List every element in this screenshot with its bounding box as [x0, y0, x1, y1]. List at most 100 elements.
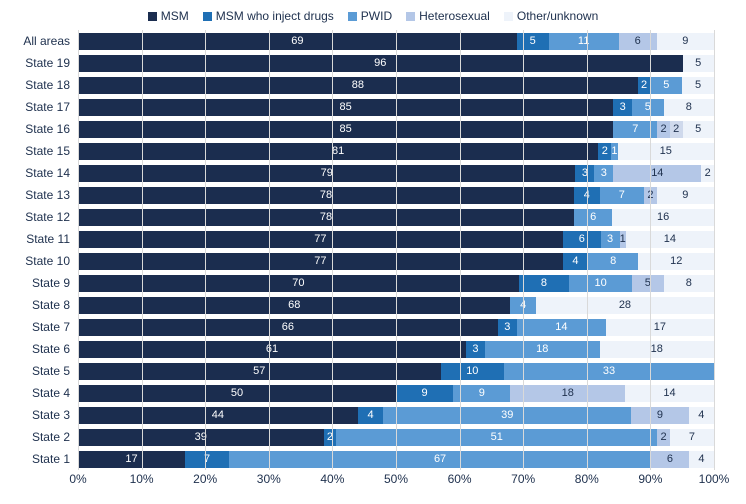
legend-item: PWID [348, 9, 392, 23]
legend-label: MSM who inject drugs [216, 9, 334, 23]
row-label: All areas [23, 33, 78, 50]
grid-line [269, 30, 270, 470]
bar-segment: 79 [78, 165, 575, 182]
bar-segment: 7 [600, 187, 645, 204]
legend-swatch [348, 12, 357, 21]
x-tick-label: 60% [448, 472, 472, 486]
x-tick-label: 80% [575, 472, 599, 486]
bar-segment: 6 [651, 451, 689, 468]
legend-label: Other/unknown [517, 9, 598, 23]
bar-segment: 14 [613, 165, 701, 182]
grid-line [587, 30, 588, 470]
bar-segment: 8 [664, 275, 714, 292]
bar-segment: 5 [683, 55, 714, 72]
bar-segment: 2 [638, 77, 651, 94]
row-label: State 8 [32, 297, 78, 314]
bar-segment: 78 [78, 209, 574, 226]
row-label: State 3 [32, 407, 78, 424]
bar-segment: 14 [625, 385, 714, 402]
x-axis: 0%10%20%30%40%50%60%70%80%90%100% [78, 472, 714, 492]
row-label: State 16 [25, 121, 78, 138]
legend-swatch [148, 12, 157, 21]
bar-segment: 18 [485, 341, 599, 358]
legend-swatch [406, 12, 415, 21]
bar-segment: 3 [498, 319, 517, 336]
bar-segment: 10 [441, 363, 505, 380]
bar-segment: 5 [650, 77, 682, 94]
bar-segment: 18 [510, 385, 624, 402]
bar-segment: 2 [701, 165, 714, 182]
x-tick-label: 0% [69, 472, 86, 486]
bar-segment: 4 [689, 407, 714, 424]
bar-segment: 10 [569, 275, 632, 292]
bar-segment: 7 [670, 429, 714, 446]
bar-segment: 9 [631, 407, 688, 424]
bar-segment: 28 [536, 297, 714, 314]
bar-segment: 5 [632, 275, 663, 292]
row-label: State 5 [32, 363, 78, 380]
x-tick-label: 100% [699, 472, 730, 486]
bar-segment: 6 [574, 209, 612, 226]
legend-label: MSM [161, 9, 189, 23]
grid-line [332, 30, 333, 470]
row-label: State 4 [32, 385, 78, 402]
bar-segment: 16 [612, 209, 714, 226]
grid-line [142, 30, 143, 470]
legend-item: MSM who inject drugs [203, 9, 334, 23]
row-label: State 17 [25, 99, 78, 116]
bar-segment: 9 [657, 187, 714, 204]
bar-segment: 17 [78, 451, 185, 468]
x-tick-label: 20% [193, 472, 217, 486]
legend-item: MSM [148, 9, 189, 23]
grid-line [523, 30, 524, 470]
bar-segment: 57 [78, 363, 441, 380]
bar-segment: 3 [594, 165, 613, 182]
row-label: State 14 [25, 165, 78, 182]
row-label: State 19 [25, 55, 78, 72]
legend-swatch [504, 12, 513, 21]
bar-segment: 39 [78, 429, 324, 446]
grid-line [396, 30, 397, 470]
row-label: State 12 [25, 209, 78, 226]
row-label: State 1 [32, 451, 78, 468]
bar-segment: 33 [504, 363, 714, 380]
bar-segment: 5 [682, 77, 714, 94]
row-label: State 6 [32, 341, 78, 358]
bar-segment: 3 [613, 99, 632, 116]
bar-segment: 5 [517, 33, 549, 50]
bar-segment: 8 [519, 275, 569, 292]
row-label: State 9 [32, 275, 78, 292]
x-tick-label: 30% [257, 472, 281, 486]
bar-segment: 51 [336, 429, 657, 446]
grid-line [650, 30, 651, 470]
grid-line [205, 30, 206, 470]
bar-segment: 68 [78, 297, 510, 314]
bar-segment: 5 [632, 99, 663, 116]
bar-segment: 11 [549, 33, 619, 50]
row-label: State 15 [25, 143, 78, 160]
bar-segment: 14 [517, 319, 606, 336]
bar-segment: 77 [78, 253, 563, 270]
bar-segment: 85 [78, 121, 613, 138]
bar-segment: 17 [606, 319, 714, 336]
bar-segment: 77 [78, 231, 563, 248]
x-tick-label: 50% [384, 472, 408, 486]
bar-segment: 2 [670, 121, 683, 138]
row-label: State 11 [26, 231, 78, 248]
x-tick-label: 10% [130, 472, 154, 486]
bar-segment: 85 [78, 99, 613, 116]
bar-segment: 5 [683, 121, 714, 138]
bar-segment: 15 [618, 143, 714, 160]
bar-segment: 96 [78, 55, 683, 72]
x-tick-label: 90% [638, 472, 662, 486]
plot-area: All areas6951169State 19965State 1888255… [78, 30, 714, 470]
chart-container: MSM MSM who inject drugs PWID Heterosexual O… [0, 0, 746, 504]
bar-segment: 81 [78, 143, 598, 160]
bar-segment: 3 [575, 165, 594, 182]
bar-segment: 88 [78, 77, 638, 94]
bar-segment: 3 [466, 341, 485, 358]
legend-label: Heterosexual [419, 9, 490, 23]
bar-segment: 44 [78, 407, 358, 424]
legend-item: Heterosexual [406, 9, 490, 23]
row-label: State 2 [32, 429, 78, 446]
